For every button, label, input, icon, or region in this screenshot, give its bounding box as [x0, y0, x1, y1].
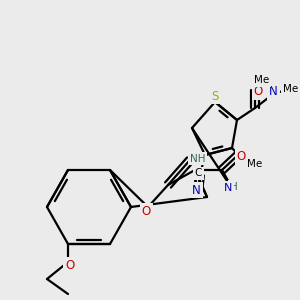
Text: Me: Me — [283, 83, 298, 94]
Text: C: C — [195, 169, 202, 178]
Text: H: H — [230, 182, 237, 192]
Text: O: O — [65, 259, 74, 272]
Text: N: N — [192, 184, 201, 196]
Text: NH: NH — [190, 154, 205, 164]
Text: Me: Me — [247, 159, 262, 170]
Text: O: O — [254, 85, 262, 98]
Text: O: O — [142, 205, 151, 218]
Text: N: N — [224, 183, 232, 193]
Text: S: S — [211, 89, 219, 103]
Text: Me: Me — [254, 75, 270, 85]
Text: O: O — [236, 150, 246, 163]
Text: N: N — [269, 85, 278, 98]
